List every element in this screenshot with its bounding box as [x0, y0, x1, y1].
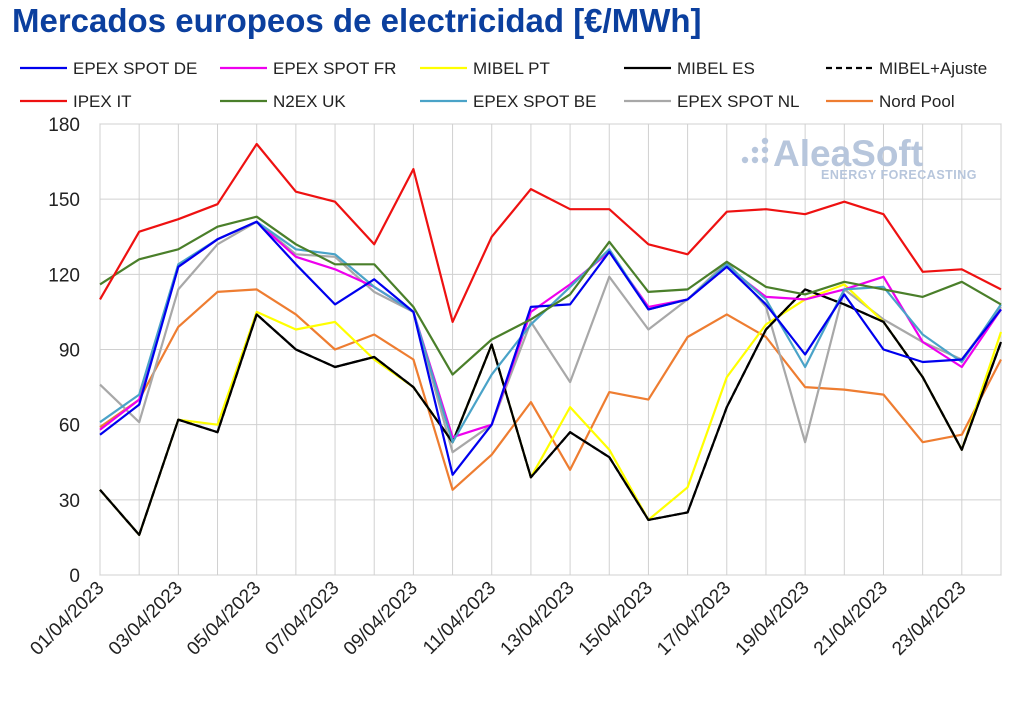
- legend-item-nord-pool: Nord Pool: [826, 92, 955, 111]
- x-tick-label: 13/04/2023: [497, 578, 579, 660]
- legend-item-mibel-pt: MIBEL PT: [420, 59, 550, 78]
- x-tick-label: 19/04/2023: [732, 578, 814, 660]
- x-tick-label: 15/04/2023: [575, 578, 657, 660]
- x-tick-label: 01/04/2023: [26, 578, 108, 660]
- y-tick-label: 0: [69, 566, 80, 587]
- logo-dots-icon: [741, 137, 769, 164]
- series-line-epex-spot-nl: [99, 220, 1002, 454]
- legend-item-n2ex-uk: N2EX UK: [220, 92, 346, 111]
- legend-item-mibel-es: MIBEL ES: [624, 59, 755, 78]
- legend-item-epex-spot-be: EPEX SPOT BE: [420, 92, 596, 111]
- y-tick-label: 180: [48, 115, 80, 136]
- legend-label: IPEX IT: [73, 92, 132, 111]
- x-tick-label: 11/04/2023: [419, 578, 500, 659]
- legend-label: N2EX UK: [273, 92, 346, 111]
- legend-label: EPEX SPOT FR: [273, 59, 396, 78]
- legend-label: MIBEL ES: [677, 59, 755, 78]
- x-tick-label: 05/04/2023: [183, 578, 265, 660]
- legend-label: EPEX SPOT DE: [73, 59, 197, 78]
- y-axis-ticks: 0 30 60 90 120 150 180: [48, 115, 80, 587]
- legend-label: EPEX SPOT BE: [473, 92, 596, 111]
- x-tick-label: 23/04/2023: [888, 578, 970, 660]
- y-tick-label: 60: [59, 416, 80, 437]
- legend-item-mibel-ajuste: MIBEL+Ajuste: [826, 59, 987, 78]
- logo-wordmark: AleaSoft: [773, 133, 923, 174]
- legend-label: MIBEL PT: [473, 59, 550, 78]
- x-tick-label: 21/04/2023: [810, 578, 892, 660]
- series-line-epex-spot-fr: [99, 220, 1002, 439]
- aleasoft-logo: AleaSoft ENERGY FORECASTING: [741, 133, 977, 182]
- legend-item-epex-spot-fr: EPEX SPOT FR: [220, 59, 396, 78]
- y-tick-label: 90: [59, 341, 80, 362]
- x-axis-ticks: 01/04/202303/04/202305/04/202307/04/2023…: [26, 578, 970, 660]
- x-tick-label: 03/04/2023: [105, 578, 187, 660]
- series-line-ipex-it: [99, 142, 1002, 323]
- series-line-epex-spot-be: [99, 220, 1002, 444]
- chart-title: Mercados europeos de electricidad [€/MWh…: [12, 2, 702, 39]
- legend-label: MIBEL+Ajuste: [879, 59, 987, 78]
- series-line-n2ex-uk: [99, 215, 1002, 376]
- y-tick-label: 120: [48, 265, 80, 286]
- legend: EPEX SPOT DE EPEX SPOT FR MIBEL PT MIBEL ES…: [20, 59, 987, 111]
- legend-item-epex-spot-de: EPEX SPOT DE: [20, 59, 197, 78]
- gridlines: [99, 123, 1002, 576]
- series-lines: [99, 142, 1003, 537]
- y-tick-label: 150: [48, 190, 80, 211]
- y-tick-label: 30: [59, 491, 80, 512]
- x-tick-label: 17/04/2023: [653, 578, 735, 660]
- logo-tagline: ENERGY FORECASTING: [821, 168, 977, 182]
- legend-item-ipex-it: IPEX IT: [20, 92, 132, 111]
- series-line-nord-pool: [99, 288, 1002, 491]
- legend-label: Nord Pool: [879, 92, 955, 111]
- series-line-mibel-es: [99, 288, 1003, 537]
- legend-label: EPEX SPOT NL: [677, 92, 800, 111]
- series-line-mibel-pt: [99, 283, 1003, 537]
- x-tick-label: 09/04/2023: [340, 578, 422, 660]
- x-tick-label: 07/04/2023: [261, 578, 343, 660]
- legend-item-epex-spot-nl: EPEX SPOT NL: [624, 92, 800, 111]
